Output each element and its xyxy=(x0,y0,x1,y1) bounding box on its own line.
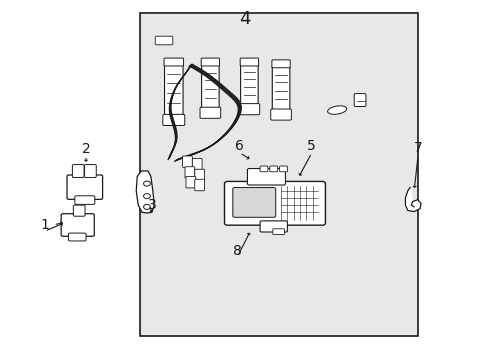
FancyBboxPatch shape xyxy=(163,114,184,126)
FancyBboxPatch shape xyxy=(185,176,195,188)
FancyBboxPatch shape xyxy=(67,175,102,199)
FancyBboxPatch shape xyxy=(201,58,219,66)
FancyBboxPatch shape xyxy=(68,233,86,241)
FancyBboxPatch shape xyxy=(73,205,85,216)
FancyBboxPatch shape xyxy=(224,181,325,225)
FancyBboxPatch shape xyxy=(182,156,192,167)
Text: 6: 6 xyxy=(235,139,244,153)
FancyBboxPatch shape xyxy=(72,165,84,177)
Ellipse shape xyxy=(327,106,346,114)
FancyBboxPatch shape xyxy=(194,169,204,181)
FancyBboxPatch shape xyxy=(270,109,291,120)
Circle shape xyxy=(143,204,150,210)
PathPatch shape xyxy=(405,187,420,212)
Text: 2: 2 xyxy=(81,142,90,156)
FancyBboxPatch shape xyxy=(75,196,95,204)
FancyBboxPatch shape xyxy=(239,104,259,115)
PathPatch shape xyxy=(136,171,154,213)
Circle shape xyxy=(143,194,150,199)
Text: 5: 5 xyxy=(307,139,316,153)
FancyBboxPatch shape xyxy=(353,94,365,107)
FancyBboxPatch shape xyxy=(192,158,202,170)
Circle shape xyxy=(143,181,150,186)
FancyBboxPatch shape xyxy=(163,58,183,66)
FancyBboxPatch shape xyxy=(260,221,287,232)
FancyBboxPatch shape xyxy=(201,64,219,110)
Text: 4: 4 xyxy=(238,10,250,28)
FancyBboxPatch shape xyxy=(247,168,285,185)
FancyBboxPatch shape xyxy=(232,188,275,217)
Text: 8: 8 xyxy=(232,244,241,258)
Text: 7: 7 xyxy=(413,141,422,156)
FancyBboxPatch shape xyxy=(194,179,204,191)
FancyBboxPatch shape xyxy=(260,166,267,172)
Text: 1: 1 xyxy=(40,218,49,232)
FancyBboxPatch shape xyxy=(272,66,289,112)
FancyBboxPatch shape xyxy=(164,64,183,117)
FancyBboxPatch shape xyxy=(279,166,287,172)
FancyBboxPatch shape xyxy=(271,60,290,68)
FancyBboxPatch shape xyxy=(61,214,94,236)
FancyBboxPatch shape xyxy=(269,166,277,172)
Text: 3: 3 xyxy=(147,198,156,212)
FancyBboxPatch shape xyxy=(240,58,258,66)
FancyBboxPatch shape xyxy=(155,36,172,45)
FancyBboxPatch shape xyxy=(240,64,258,106)
FancyBboxPatch shape xyxy=(184,167,194,178)
FancyBboxPatch shape xyxy=(84,165,96,177)
FancyBboxPatch shape xyxy=(272,229,284,234)
Bar xyxy=(140,13,417,336)
FancyBboxPatch shape xyxy=(200,107,220,118)
